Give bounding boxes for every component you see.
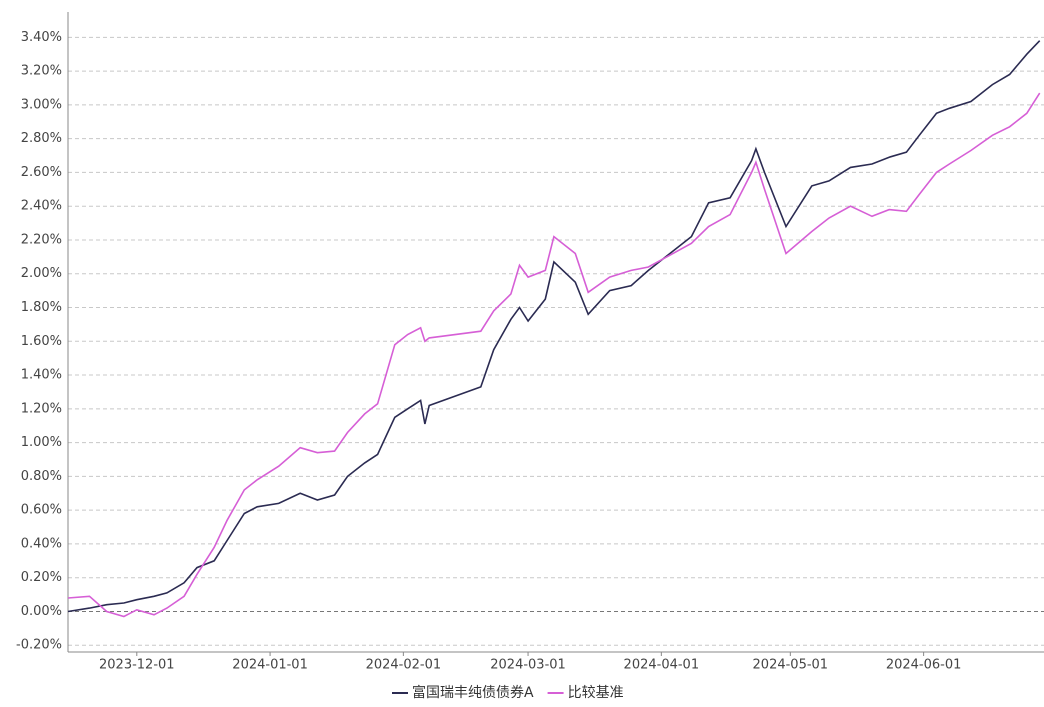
y-tick-label: 3.40% [21,30,62,45]
series-line [67,40,1041,613]
y-tick-label: 0.00% [21,604,62,619]
y-tick-label: 2.80% [21,131,62,146]
y-tick-label: 0.20% [21,570,62,585]
legend-label: 比较基准 [568,684,624,701]
x-tick-label: 2024-05-01 [753,658,829,673]
x-tick-label: 2024-03-01 [490,658,566,673]
y-tick-label: 0.40% [21,536,62,551]
y-tick-label: 1.00% [21,435,62,450]
y-tick-label: 3.20% [21,64,62,79]
y-tick-label: 1.60% [21,334,62,349]
x-tick-label: 2024-06-01 [886,658,962,673]
x-tick-label: 2024-04-01 [624,658,700,673]
y-tick-label: 2.00% [21,266,62,281]
y-tick-label: 0.60% [21,503,62,518]
x-tick-label: 2024-01-01 [232,658,308,673]
y-tick-label: 0.80% [21,469,62,484]
y-tick-label: 3.00% [21,97,62,112]
y-tick-label: -0.20% [16,638,62,653]
y-tick-label: 1.20% [21,401,62,416]
y-tick-label: 1.40% [21,368,62,383]
y-tick-label: 1.80% [21,300,62,315]
x-tick-label: 2024-02-01 [366,658,442,673]
x-tick-label: 2023-12-01 [99,658,175,673]
series-line [67,92,1041,618]
y-tick-label: 2.40% [21,199,62,214]
y-tick-label: 2.20% [21,232,62,247]
y-tick-label: 2.60% [21,165,62,180]
legend-label: 富国瑞丰纯债债券A [412,684,534,701]
